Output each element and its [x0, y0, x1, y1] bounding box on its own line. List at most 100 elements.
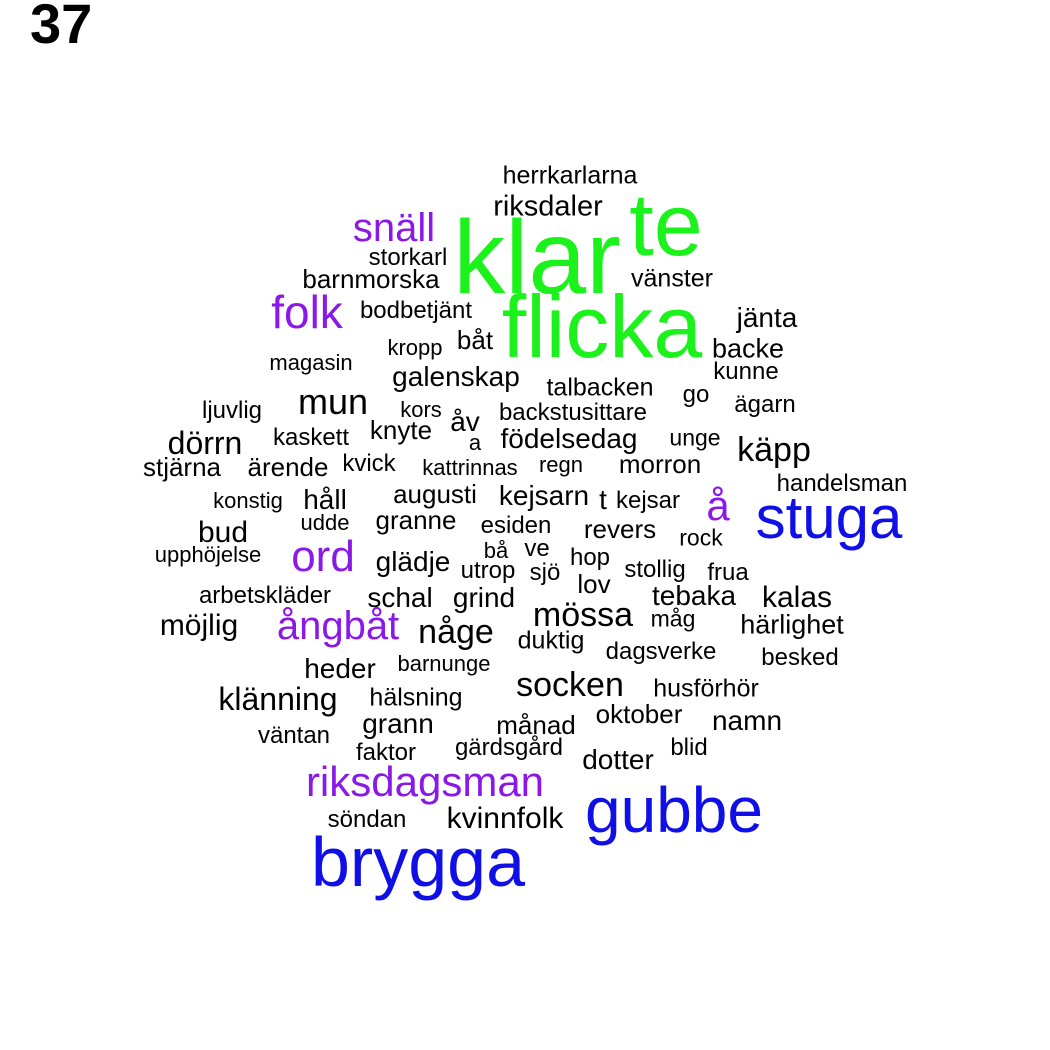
cloud-word-vantan: väntan: [257, 722, 331, 749]
cloud-word-faktor: faktor: [355, 739, 417, 766]
cloud-word-mossa: mössa: [532, 596, 634, 634]
cloud-word-folk: folk: [271, 286, 343, 338]
cloud-word-augusti: augusti: [393, 479, 477, 509]
cloud-word-lov: lov: [577, 569, 611, 599]
cloud-word-blid: blid: [670, 734, 708, 761]
cloud-word-dorrn: dörrn: [167, 425, 243, 461]
cloud-word-kors: kors: [400, 397, 442, 422]
page-number: 37: [30, 0, 93, 55]
cloud-word-rock: rock: [679, 524, 723, 551]
cloud-word-konstig: konstig: [213, 488, 283, 513]
cloud-word-kapp: käpp: [737, 431, 811, 469]
cloud-word-arbetsklader: arbetskläder: [198, 582, 332, 609]
cloud-word-fodelsedag: födelsedag: [500, 423, 638, 454]
cloud-word-halsning: hälsning: [369, 683, 463, 712]
cloud-word-bodbetjant: bodbetjänt: [359, 297, 473, 324]
cloud-word-udde: udde: [300, 510, 350, 535]
cloud-word-bud: bud: [197, 516, 249, 549]
cloud-word-riksdagsman: riksdagsman: [305, 758, 545, 805]
cloud-word-kejsarn: kejsarn: [498, 480, 590, 511]
cloud-word-riksdaler: riksdaler: [493, 190, 603, 223]
cloud-word-barnmorska: barnmorska: [302, 264, 440, 294]
cloud-word-knyte: knyte: [369, 415, 433, 445]
cloud-word-socken: socken: [516, 666, 624, 704]
cloud-word-ord: ord: [291, 532, 355, 581]
cloud-word-stuga: stuga: [755, 484, 903, 551]
cloud-word-klar: klar: [453, 200, 621, 316]
cloud-word-besked: besked: [761, 644, 839, 671]
cloud-word-mag: måg: [650, 605, 696, 632]
cloud-word-klanning: klänning: [218, 681, 338, 717]
cloud-word-esiden: esiden: [480, 512, 552, 539]
cloud-word-t: t: [599, 484, 607, 515]
cloud-word-arende: ärende: [247, 452, 329, 482]
cloud-word-herrkarlarna: herrkarlarna: [502, 161, 638, 190]
cloud-word-te: te: [629, 175, 703, 274]
cloud-word-ve: ve: [524, 535, 550, 562]
cloud-word-grann: grann: [362, 708, 434, 739]
cloud-word-backstusittare: backstusittare: [498, 399, 648, 426]
cloud-word-gladje: glädje: [375, 546, 451, 577]
cloud-word-regn: regn: [538, 452, 584, 477]
cloud-word-nage: någe: [418, 613, 494, 651]
cloud-word-barnunge: barnunge: [397, 651, 491, 676]
cloud-word-dotter: dotter: [582, 744, 654, 775]
cloud-word-snall: snäll: [352, 206, 436, 250]
cloud-word-hall: håll: [303, 484, 347, 515]
cloud-word-janta: jänta: [736, 302, 798, 333]
cloud-word-bat: båt: [456, 325, 494, 355]
cloud-word-dagsverke: dagsverke: [605, 638, 717, 665]
cloud-word-a: å: [706, 482, 730, 529]
cloud-word-av: åv: [450, 406, 480, 437]
cloud-word-morron: morron: [618, 449, 702, 479]
cloud-word-gubbe: gubbe: [585, 774, 763, 846]
cloud-word-backe: backe: [711, 333, 785, 364]
cloud-word-upphojelse: upphöjelse: [154, 542, 262, 567]
cloud-word-stollig: stollig: [624, 556, 686, 583]
cloud-word-kejsar: kejsar: [615, 487, 681, 514]
cloud-word-harlighet: härlighet: [740, 609, 844, 640]
cloud-word-hop: hop: [569, 544, 611, 571]
cloud-word-sondan: söndan: [327, 806, 407, 833]
cloud-word-vanster: vänster: [631, 264, 713, 293]
cloud-word-brygga: brygga: [310, 823, 526, 901]
cloud-word-husforhor: husförhör: [653, 674, 759, 703]
cloud-word-sjo: sjö: [529, 559, 561, 586]
cloud-word-grind: grind: [452, 582, 516, 613]
cloud-word-storkarl: storkarl: [368, 244, 448, 271]
cloud-word-duktig: duktig: [517, 626, 585, 655]
cloud-word-mojlig: möjlig: [159, 609, 239, 642]
cloud-word-revers: revers: [583, 514, 657, 544]
cloud-word-talbacken: talbacken: [546, 373, 654, 402]
cloud-word-kattrinnas: kattrinnas: [422, 455, 518, 480]
cloud-word-magasin: magasin: [269, 350, 353, 375]
cloud-word-gardsgard: gärdsgård: [454, 734, 564, 761]
cloud-word-oktober: oktober: [595, 699, 683, 729]
cloud-word-frua: frua: [707, 559, 749, 586]
cloud-word-galenskap: galenskap: [392, 361, 520, 392]
cloud-word-go: go: [682, 381, 710, 408]
cloud-word-stjarna: stjärna: [142, 452, 222, 482]
cloud-word-manad: månad: [496, 710, 576, 740]
cloud-word-ba: bå: [483, 538, 509, 563]
cloud-word-kvinnfolk: kvinnfolk: [446, 802, 564, 835]
cloud-word-flicka: flicka: [501, 277, 703, 376]
cloud-word-kunne: kunne: [713, 358, 779, 385]
cloud-word-namn: namn: [711, 705, 783, 736]
cloud-word-unge: unge: [669, 424, 721, 451]
cloud-word-utrop: utrop: [460, 557, 516, 584]
cloud-word-a: a: [468, 430, 482, 455]
cloud-word-kaskett: kaskett: [272, 424, 350, 451]
cloud-word-granne: granne: [375, 505, 457, 535]
cloud-word-handelsman: handelsman: [776, 470, 908, 497]
cloud-word-kropp: kropp: [387, 335, 443, 360]
cloud-word-kalas: kalas: [761, 581, 833, 614]
cloud-word-ljuvlig: ljuvlig: [201, 397, 263, 424]
cloud-word-schal: schal: [367, 582, 433, 613]
cloud-word-angbat: ångbåt: [276, 604, 400, 648]
cloud-word-mun: mun: [297, 381, 369, 422]
cloud-word-agarn: ägarn: [734, 391, 796, 418]
cloud-word-heder: heder: [304, 653, 376, 684]
cloud-word-tebaka: tebaka: [651, 580, 737, 611]
